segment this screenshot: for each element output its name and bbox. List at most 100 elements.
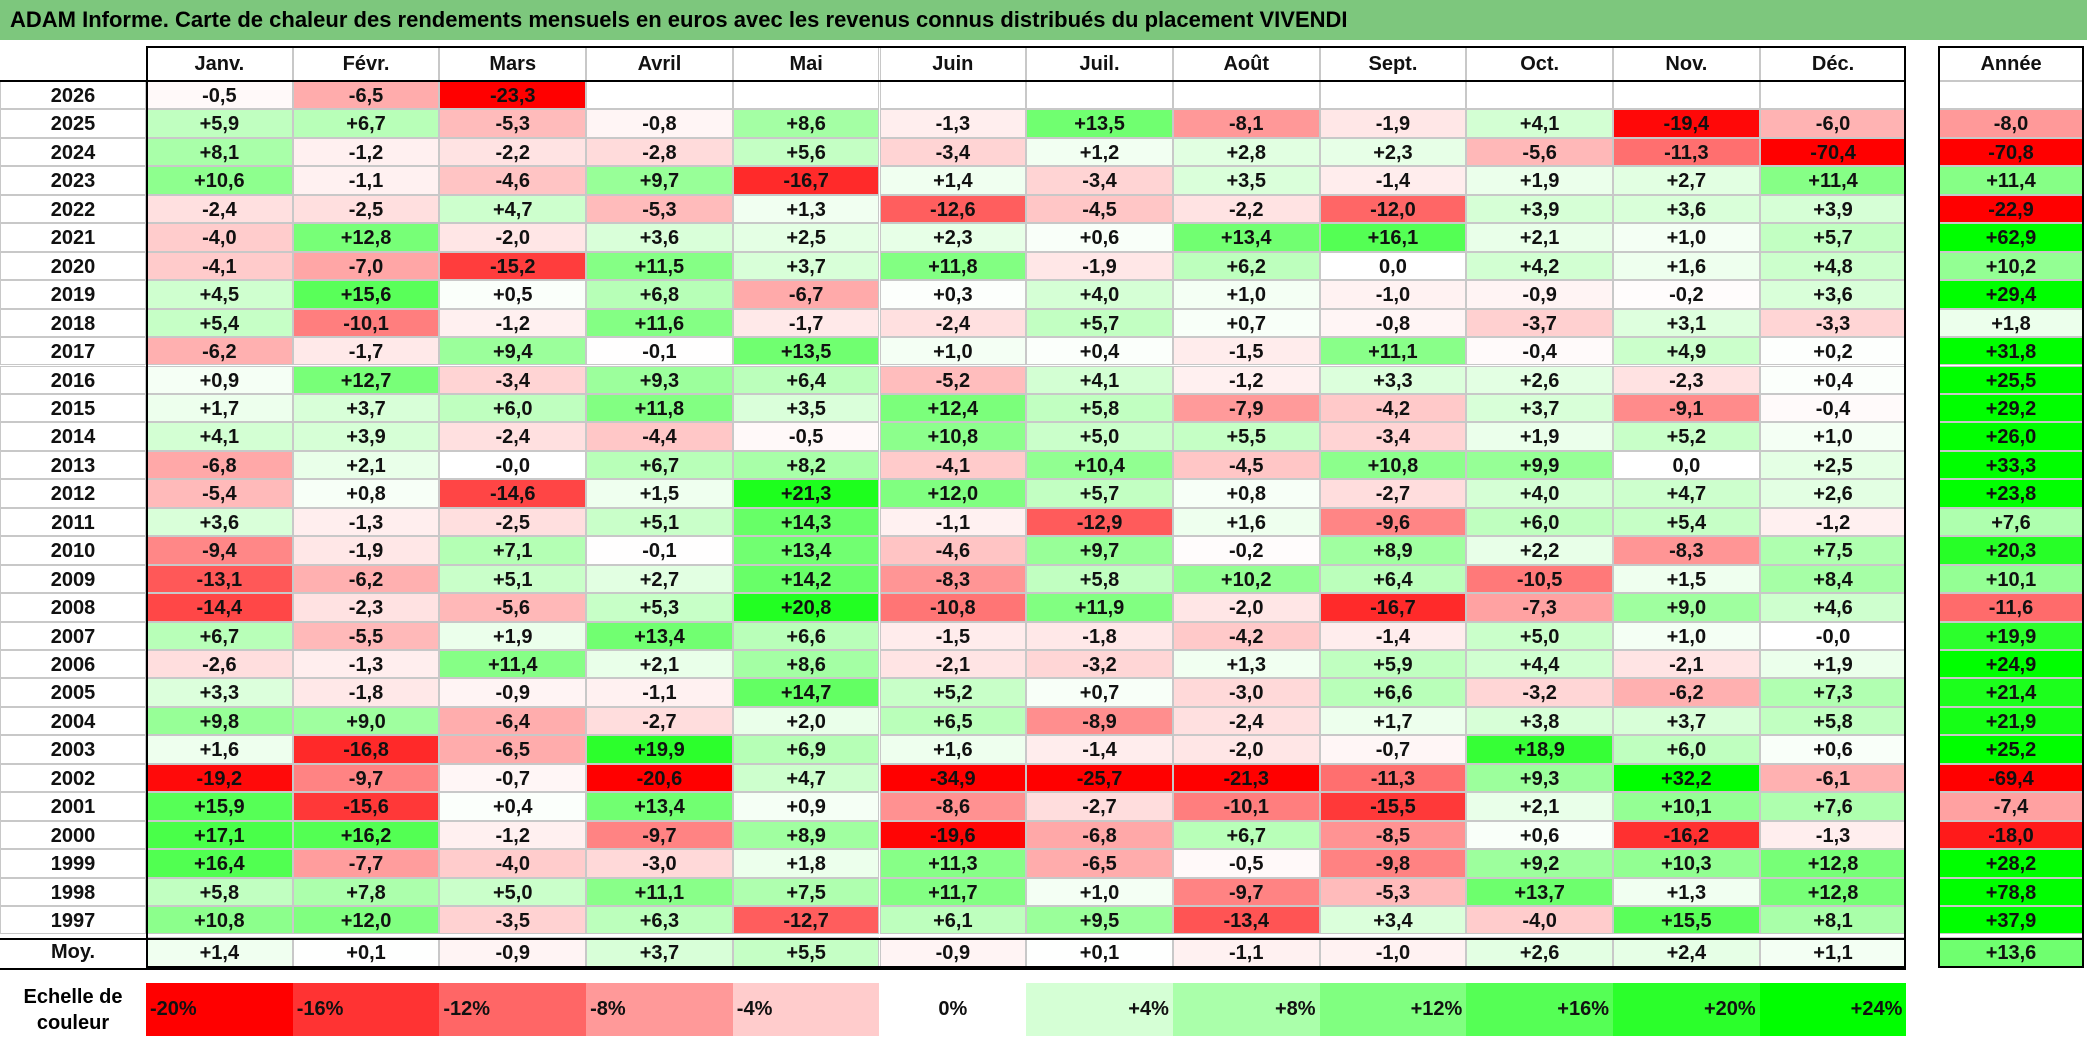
heatmap-cell: +6,8	[586, 280, 733, 309]
heatmap-cell: -2,7	[586, 706, 733, 736]
heatmap-cell: -16,7	[1319, 593, 1467, 622]
heatmap-cell: +1,0	[1613, 621, 1760, 650]
heatmap-cell: +0,7	[1172, 308, 1320, 338]
heatmap-cell: +0,8	[292, 479, 440, 508]
heatmap-cell: +3,6	[586, 223, 733, 252]
heatmap-cell: -6,1	[1759, 763, 1907, 793]
heatmap-cell: +3,9	[1759, 194, 1907, 224]
year-label: 1999	[0, 849, 146, 878]
heatmap-cell: +4,7	[439, 194, 587, 224]
heatmap-cell: -3,7	[1466, 308, 1613, 338]
heatmap-cell: -6,4	[439, 706, 587, 736]
heatmap-cell: +6,0	[1613, 735, 1760, 764]
heatmap-cell: -3,0	[1172, 678, 1320, 707]
month-header: Juin	[879, 46, 1027, 81]
year-label: 2011	[0, 507, 146, 537]
heatmap-cell: +5,1	[586, 507, 733, 537]
heatmap-cell: -8,3	[879, 564, 1027, 594]
heatmap-cell: -9,7	[586, 820, 733, 850]
heatmap-cell: +4,6	[1759, 593, 1907, 622]
color-scale-swatch: +8%	[1172, 983, 1320, 1036]
heatmap-cell: -1,2	[439, 308, 587, 338]
heatmap-cell: +8,4	[1759, 564, 1907, 594]
month-header: Sept.	[1319, 46, 1467, 81]
heatmap-cell: -12,7	[732, 906, 880, 935]
heatmap-cell: -1,7	[292, 337, 440, 366]
heatmap-cell: +4,1	[1466, 109, 1613, 138]
year-label: 2017	[0, 337, 146, 366]
heatmap-cell: +0,6	[1026, 223, 1173, 252]
heatmap-cell: +1,6	[1172, 507, 1320, 537]
heatmap-cell: +2,6	[1759, 479, 1907, 508]
heatmap-cell: +0,6	[1466, 820, 1613, 850]
heatmap-cell: +10,8	[879, 422, 1027, 451]
heatmap-cell: 0,0	[1319, 251, 1467, 281]
heatmap-cell: +1,9	[439, 621, 587, 650]
average-cell: +1,1	[1759, 937, 1907, 968]
heatmap-cell: -4,6	[879, 536, 1027, 565]
heatmap-cell: +7,1	[439, 536, 587, 565]
heatmap-cell: +5,7	[1026, 308, 1173, 338]
heatmap-cell: -2,3	[1613, 365, 1760, 394]
year-label: 2003	[0, 735, 146, 764]
heatmap-cell: +5,7	[1026, 479, 1173, 508]
year-label: 2016	[0, 365, 146, 394]
heatmap-cell: +0,9	[732, 792, 880, 821]
heatmap-cell	[732, 81, 880, 110]
heatmap-cell: -4,1	[146, 251, 293, 281]
annual-cell: +21,9	[1938, 706, 2084, 736]
heatmap-cell: -8,1	[1172, 109, 1320, 138]
heatmap-cell: -8,5	[1319, 820, 1467, 850]
year-label: 1998	[0, 877, 146, 907]
heatmap-cell: -2,1	[1613, 650, 1760, 679]
annual-cell: +25,5	[1938, 365, 2084, 394]
heatmap-cell: -12,9	[1026, 507, 1173, 537]
heatmap-cell: +3,9	[1466, 194, 1613, 224]
heatmap-cell: +11,5	[586, 251, 733, 281]
heatmap-cell: -23,3	[439, 81, 587, 110]
heatmap-cell: +15,6	[292, 280, 440, 309]
heatmap-cell: +10,8	[1319, 450, 1467, 480]
heatmap-cell	[1172, 81, 1320, 110]
heatmap-cell: -2,4	[439, 422, 587, 451]
heatmap-cell: +1,7	[146, 393, 293, 423]
heatmap-cell: +13,7	[1466, 877, 1613, 907]
heatmap-cell: +5,0	[1026, 422, 1173, 451]
heatmap-cell: +2,1	[586, 650, 733, 679]
heatmap-cell: -0,7	[439, 763, 587, 793]
heatmap-cell: -1,9	[1319, 109, 1467, 138]
heatmap-cell: +6,6	[732, 621, 880, 650]
heatmap-cell: +5,7	[1759, 223, 1907, 252]
heatmap-cell: +8,1	[1759, 906, 1907, 935]
color-scale-swatch: -4%	[732, 983, 880, 1036]
year-label: 2010	[0, 536, 146, 565]
heatmap-cell: +2,7	[586, 564, 733, 594]
average-cell: +3,7	[586, 937, 733, 968]
heatmap-cell: +1,9	[1759, 650, 1907, 679]
color-scale-swatch: +12%	[1319, 983, 1467, 1036]
heatmap-cell: -2,5	[439, 507, 587, 537]
heatmap-cell: +2,0	[732, 706, 880, 736]
heatmap-cell	[1319, 81, 1467, 110]
heatmap-cell: -14,4	[146, 593, 293, 622]
annual-cell: +23,8	[1938, 479, 2084, 508]
heatmap-cell: -1,3	[292, 650, 440, 679]
heatmap-cell: -2,2	[439, 137, 587, 167]
heatmap-cell: -2,3	[292, 593, 440, 622]
heatmap-cell: +5,1	[439, 564, 587, 594]
heatmap-cell: +0,5	[439, 280, 587, 309]
heatmap-cell: +5,8	[146, 877, 293, 907]
heatmap-cell: -16,2	[1613, 820, 1760, 850]
color-scale-swatch: -12%	[439, 983, 587, 1036]
heatmap-cell: +1,6	[146, 735, 293, 764]
heatmap-cell: +10,1	[1613, 792, 1760, 821]
heatmap-cell: -5,3	[439, 109, 587, 138]
year-label: 2024	[0, 137, 146, 167]
heatmap-cell: +2,3	[879, 223, 1027, 252]
heatmap-cell: +2,1	[292, 450, 440, 480]
heatmap-cell: -2,0	[1172, 735, 1320, 764]
heatmap-cell: -7,0	[292, 251, 440, 281]
heatmap-cell: +12,8	[1759, 877, 1907, 907]
heatmap-cell: +1,8	[732, 849, 880, 878]
heatmap-cell: +3,8	[1466, 706, 1613, 736]
